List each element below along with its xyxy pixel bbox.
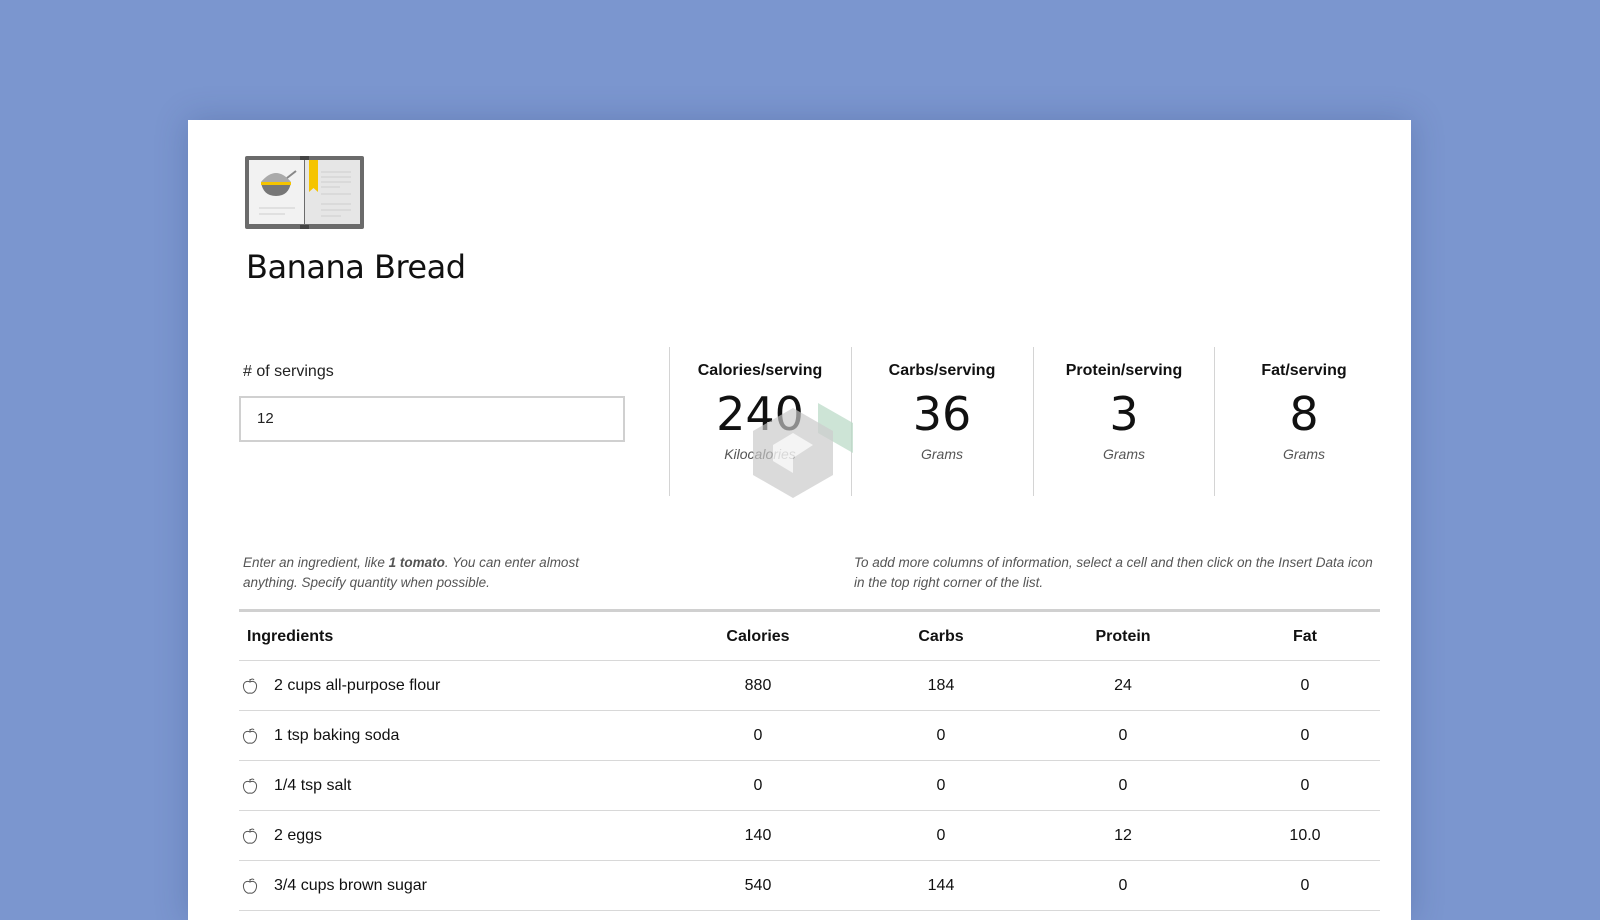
protein-cell[interactable]: 0 <box>1118 877 1128 894</box>
header-protein[interactable]: Protein <box>1095 628 1151 645</box>
ingredient-name[interactable]: 1 tsp baking soda <box>274 727 400 744</box>
recipe-title: Banana Bread <box>246 248 466 286</box>
apple-icon <box>242 878 258 894</box>
calories-cell[interactable]: 140 <box>744 827 772 844</box>
divider <box>1214 347 1215 496</box>
ingredients-table: Ingredients Calories Carbs Protein Fat 2… <box>239 609 1380 911</box>
ingredient-name[interactable]: 3/4 cups brown sugar <box>274 877 427 894</box>
columns-hint: To add more columns of information, sele… <box>854 555 1373 590</box>
stat-label: Fat/serving <box>1261 362 1347 379</box>
servings-label: # of servings <box>243 363 334 380</box>
stat-fat: Fat/serving 8 Grams <box>1214 362 1394 462</box>
stat-carbs: Carbs/serving 36 Grams <box>852 362 1032 462</box>
carbs-cell[interactable]: 0 <box>936 727 946 744</box>
stat-value: 8 <box>1289 387 1319 441</box>
watermark-logo <box>753 403 853 498</box>
stat-label: Carbs/serving <box>888 362 996 379</box>
calories-cell[interactable]: 540 <box>744 877 772 894</box>
cookbook-icon <box>245 156 364 229</box>
ingredient-hint: Enter an ingredient, like 1 tomato. You … <box>243 555 579 590</box>
carbs-cell[interactable]: 0 <box>936 777 946 794</box>
ingredient-name[interactable]: 1/4 tsp salt <box>274 777 352 794</box>
header-carbs[interactable]: Carbs <box>918 628 964 645</box>
stat-unit: Grams <box>1283 446 1325 462</box>
stat-unit: Grams <box>921 446 963 462</box>
fat-cell[interactable]: 0 <box>1300 877 1310 894</box>
table-row[interactable]: 2 eggs 140 0 12 10.0 <box>239 811 1380 861</box>
protein-cell[interactable]: 0 <box>1118 777 1128 794</box>
calories-cell[interactable]: 0 <box>753 727 763 744</box>
table-row[interactable]: 3/4 cups brown sugar 540 144 0 0 <box>239 861 1380 911</box>
apple-icon <box>242 778 258 794</box>
ingredient-name[interactable]: 2 cups all-purpose flour <box>274 677 441 694</box>
stat-value: 3 <box>1109 387 1139 441</box>
protein-cell[interactable]: 24 <box>1114 677 1132 694</box>
divider <box>851 347 852 496</box>
stat-unit: Grams <box>1103 446 1145 462</box>
header-ingredients[interactable]: Ingredients <box>247 628 334 645</box>
calories-cell[interactable]: 0 <box>753 777 763 794</box>
table-row[interactable]: 1 tsp baking soda 0 0 0 0 <box>239 711 1380 761</box>
servings-input[interactable]: 12 <box>239 396 625 442</box>
protein-cell[interactable]: 12 <box>1114 827 1132 844</box>
divider <box>669 347 670 496</box>
carbs-cell[interactable]: 184 <box>927 677 955 694</box>
carbs-cell[interactable]: 0 <box>936 827 946 844</box>
hint-example: 1 tomato <box>388 555 445 570</box>
protein-cell[interactable]: 0 <box>1118 727 1128 744</box>
stat-label: Protein/serving <box>1065 362 1183 379</box>
table-row[interactable]: 2 cups all-purpose flour 880 184 24 0 <box>239 661 1380 711</box>
stat-protein: Protein/serving 3 Grams <box>1034 362 1214 462</box>
ingredient-name[interactable]: 2 eggs <box>274 827 323 844</box>
stat-label: Calories/serving <box>697 362 823 379</box>
fat-cell[interactable]: 0 <box>1300 777 1310 794</box>
fat-cell[interactable]: 10.0 <box>1289 827 1321 844</box>
table-header: Ingredients Calories Carbs Protein Fat <box>239 609 1380 661</box>
header-fat[interactable]: Fat <box>1293 628 1317 645</box>
fat-cell[interactable]: 0 <box>1300 677 1310 694</box>
apple-icon <box>242 678 258 694</box>
recipe-card: Banana Bread # of servings 12 Calories/s… <box>188 120 1411 920</box>
header-calories[interactable]: Calories <box>726 628 790 645</box>
apple-icon <box>242 728 258 744</box>
apple-icon <box>242 828 258 844</box>
table-row[interactable]: 1/4 tsp salt 0 0 0 0 <box>239 761 1380 811</box>
divider <box>1033 347 1034 496</box>
carbs-cell[interactable]: 144 <box>927 877 955 894</box>
fat-cell[interactable]: 0 <box>1300 727 1310 744</box>
calories-cell[interactable]: 880 <box>744 677 772 694</box>
stat-value: 36 <box>912 387 972 441</box>
